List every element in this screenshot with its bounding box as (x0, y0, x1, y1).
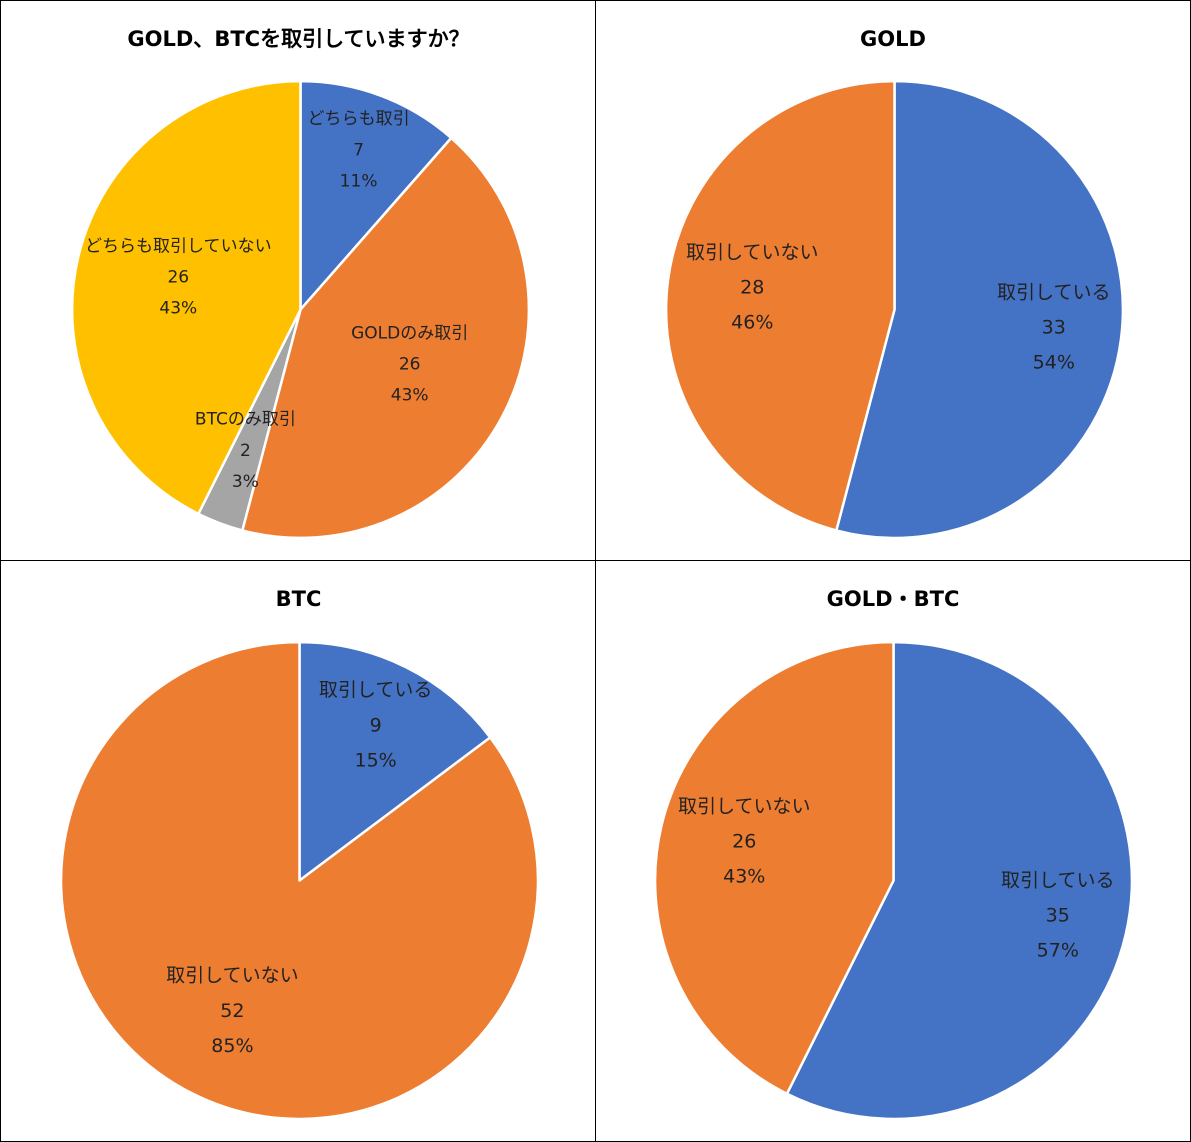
slice-value: 9 (370, 714, 382, 736)
slice-percent: 15% (354, 749, 396, 771)
slice-percent: 3% (232, 472, 259, 492)
slice-percent: 57% (1037, 940, 1079, 962)
slice-value: 28 (740, 277, 764, 299)
slice-percent: 54% (1033, 352, 1075, 374)
slice-percent: 11% (340, 171, 378, 191)
slice-value: 7 (353, 140, 364, 160)
slice-value: 35 (1046, 905, 1070, 927)
slice-label: 取引している (319, 679, 433, 701)
slice-value: 52 (220, 1000, 244, 1022)
chart-title: GOLD・BTC (827, 586, 960, 611)
slice-label: GOLDのみ取引 (351, 324, 468, 344)
pie-chart-trading-both: GOLD、BTCを取引していますか？ どちらも取引 7 11% GOLDのみ取引 26 43… (70, 26, 531, 540)
slice-label: BTCのみ取引 (195, 410, 296, 430)
slice-value: 33 (1042, 317, 1066, 339)
slice-value: 2 (240, 441, 251, 461)
pie-slice-取引していない (664, 79, 896, 532)
pie-slice-取引している (298, 640, 492, 882)
slice-percent: 43% (159, 299, 197, 319)
pie-slice-取引している (835, 79, 1125, 540)
pie-chart-gold-btc: GOLD・BTC 取引している 35 57% 取引していない 26 43% (653, 586, 1134, 1121)
slice-label: 取引している (997, 282, 1111, 304)
chart-panel-btc: BTC 取引している 9 15% 取引していない 52 85% (0, 560, 597, 1142)
slice-percent: 43% (391, 386, 429, 406)
slice-value: 26 (399, 355, 421, 375)
pie-slice-取引していない (653, 640, 895, 1096)
pie-slice-GOLDのみ取引 (241, 136, 531, 540)
slice-label: 取引していない (166, 965, 299, 987)
pie-slice-どちらも取引していない (70, 79, 302, 516)
slice-percent: 85% (211, 1035, 253, 1057)
pie-chart-gold: GOLD 取引している 33 54% 取引していない 28 46% (664, 26, 1125, 540)
slice-value: 26 (732, 830, 756, 852)
slice-value: 26 (167, 268, 189, 288)
pie-chart-btc: BTC 取引している 9 15% 取引していない 52 85% (59, 586, 540, 1121)
chart-title: BTC (276, 586, 322, 611)
slice-label: どちらも取引していない (85, 236, 272, 256)
chart-panel-gold: GOLD 取引している 33 54% 取引していない 28 46% (595, 0, 1191, 562)
slice-percent: 43% (723, 866, 765, 888)
pie-slice-取引していない (59, 640, 540, 1121)
chart-title: GOLD (860, 26, 926, 51)
slice-label: 取引している (1001, 870, 1115, 892)
chart-title: GOLD、BTCを取引していますか？ (127, 26, 469, 51)
chart-panel-gold-btc: GOLD・BTC 取引している 35 57% 取引していない 26 43% (595, 560, 1191, 1142)
slice-label: どちらも取引 (308, 109, 410, 129)
slice-label: 取引していない (678, 795, 811, 817)
slice-percent: 46% (731, 312, 773, 334)
chart-panel-trading-both: GOLD、BTCを取引していますか？ どちらも取引 7 11% GOLDのみ取引 26 43… (0, 0, 597, 562)
slice-label: 取引していない (686, 241, 819, 263)
pie-slice-取引している (785, 640, 1134, 1121)
pie-slice-どちらも取引 (299, 79, 453, 311)
